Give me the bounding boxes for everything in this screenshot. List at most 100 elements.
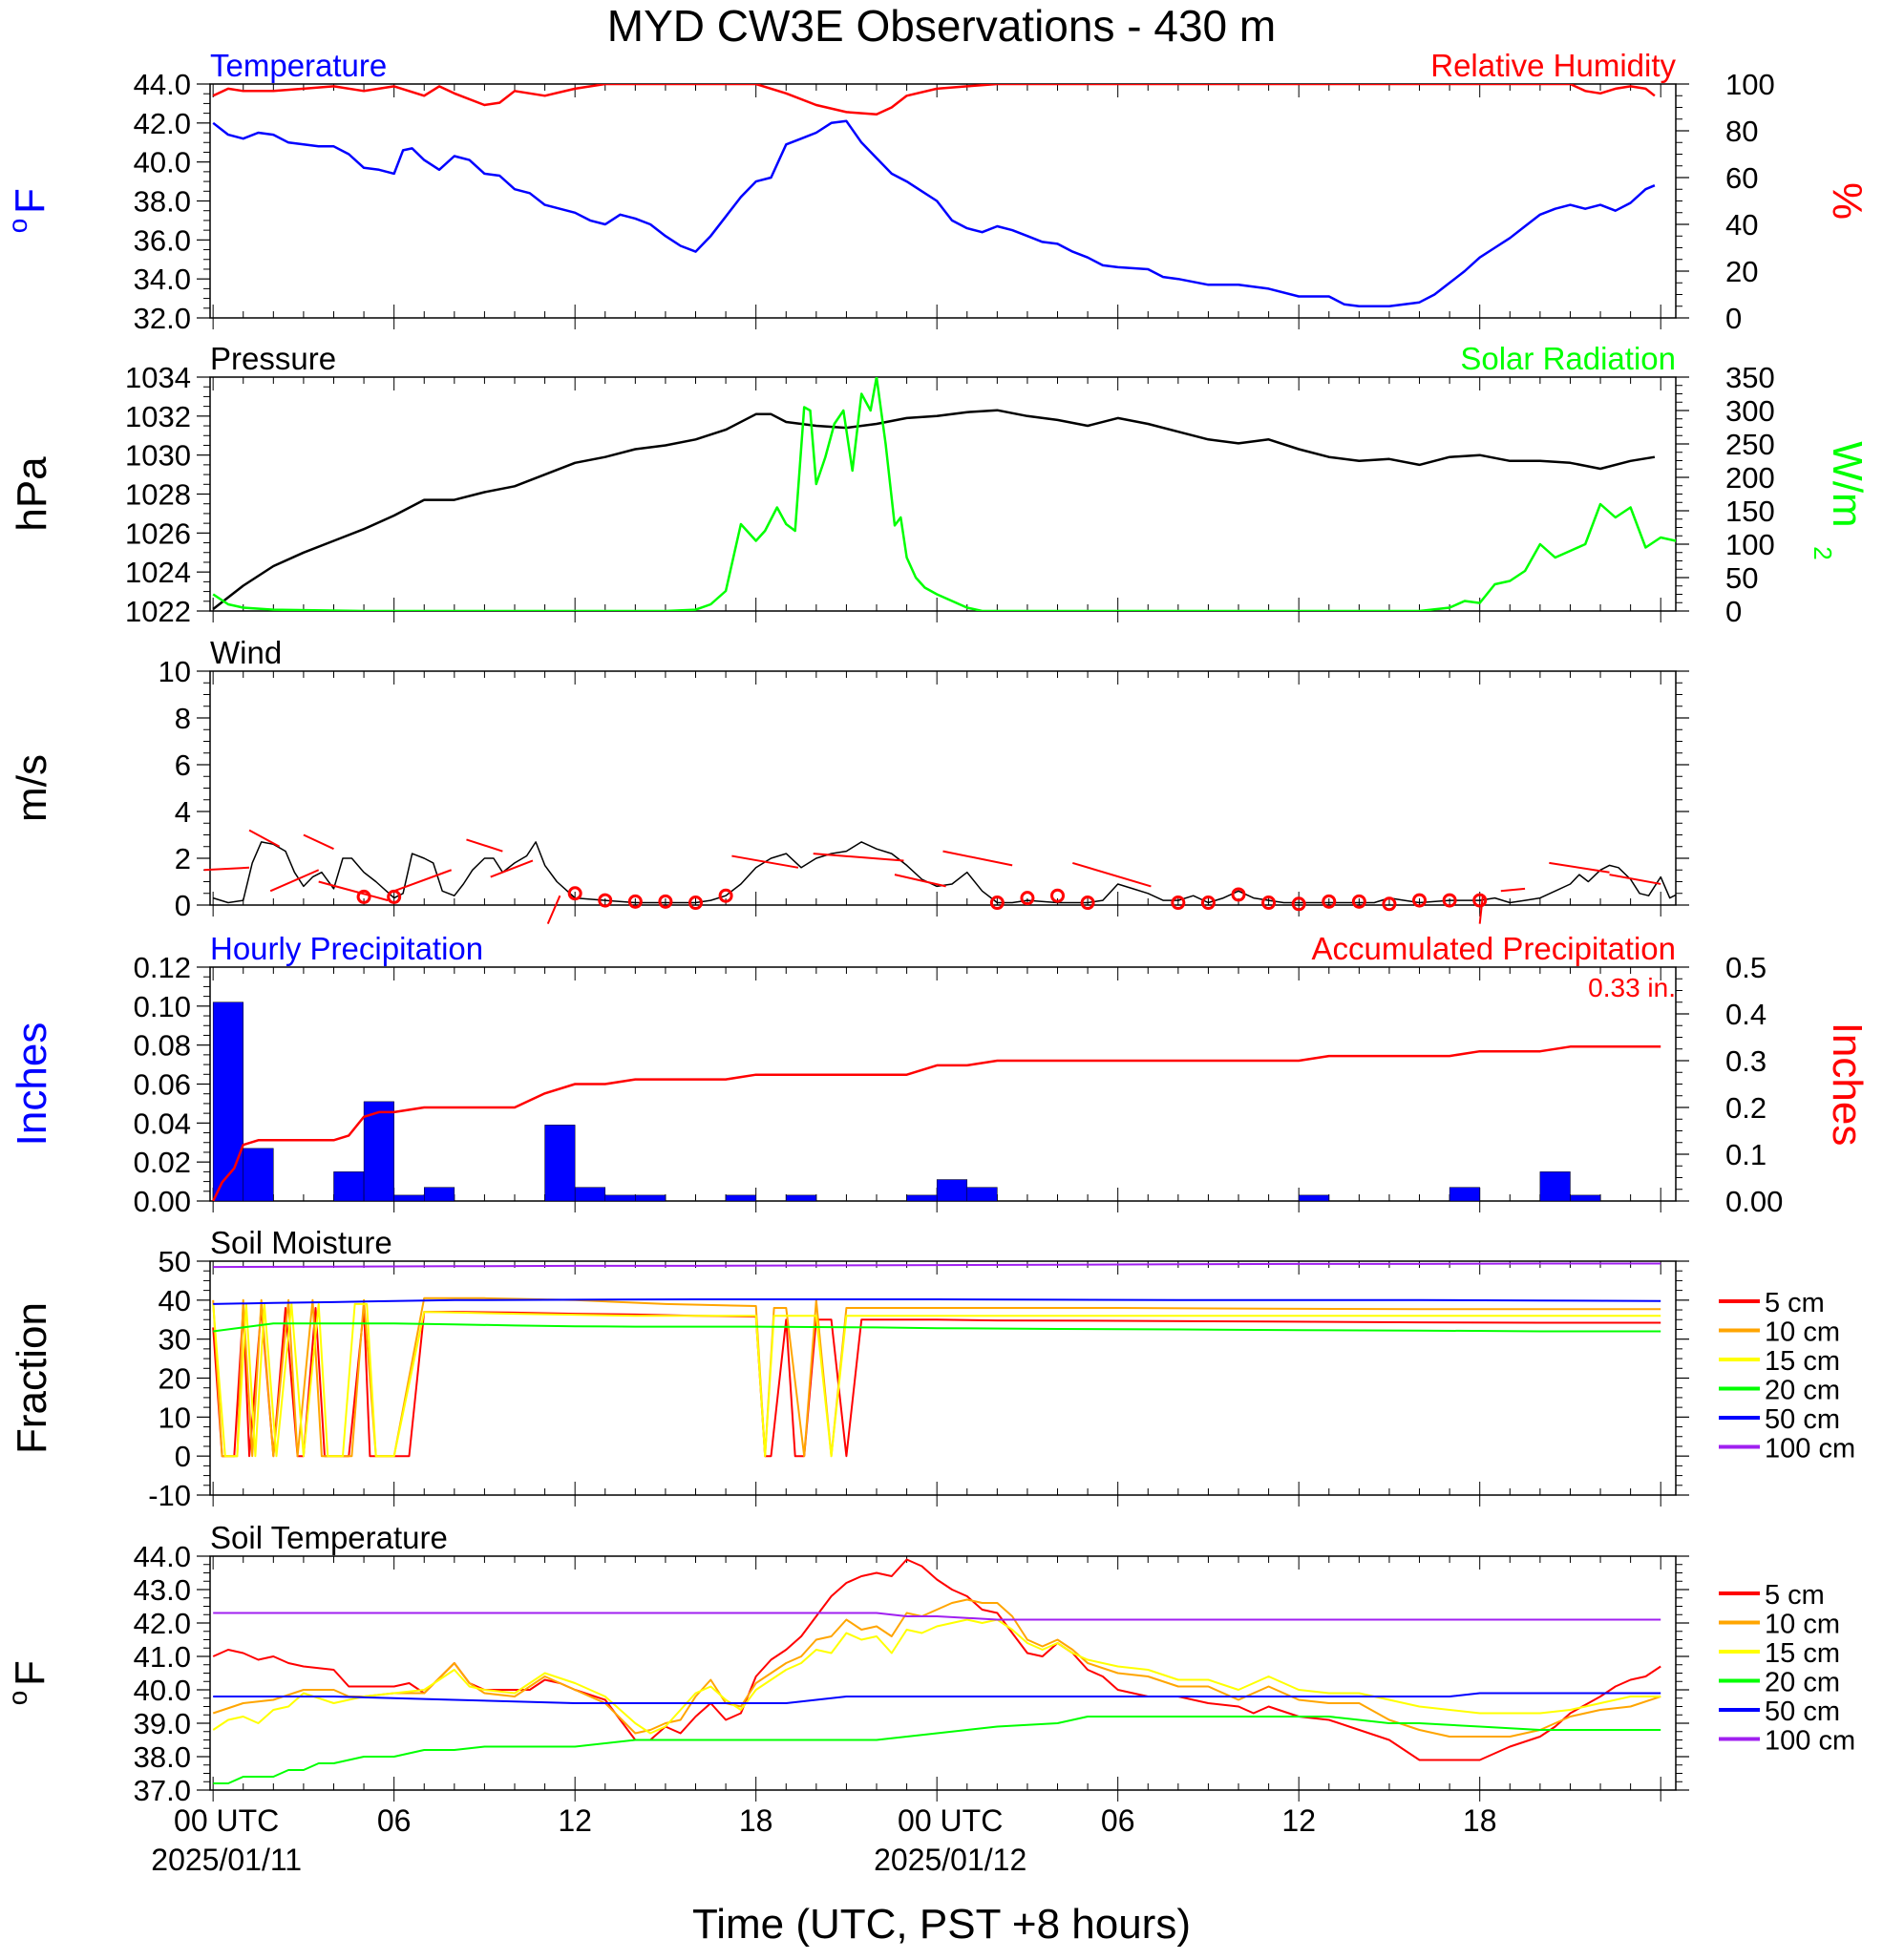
panel-label-right: Solar Radiation	[1460, 341, 1676, 376]
series-line-10-cm	[212, 1598, 1661, 1738]
y-tick-label: 2	[175, 842, 191, 875]
y-right-tick-label: 200	[1725, 461, 1775, 495]
calm-wind-marker	[1200, 896, 1216, 911]
y-tick-label: 34.0	[134, 263, 191, 296]
wind-barb	[466, 838, 503, 853]
y-tick-label: 0.10	[134, 990, 191, 1023]
y-axis-units-left: Fraction	[9, 1302, 55, 1454]
y-tick-label: 1034	[125, 361, 191, 394]
legend-label: 100 cm	[1765, 1726, 1855, 1757]
y-tick-label: 44.0	[134, 1540, 191, 1573]
calm-wind-marker	[1050, 888, 1066, 903]
series-line-20-cm	[213, 1716, 1661, 1784]
wind-barb	[546, 895, 561, 924]
x-tick-label: 18	[739, 1803, 773, 1838]
wind-barb	[813, 853, 904, 862]
y-tick-label: 10	[159, 1401, 191, 1434]
panel-label-left: Hourly Precipitation	[210, 931, 483, 966]
y-axis-units-left: Inches	[9, 1022, 55, 1147]
precip-bar	[243, 1148, 274, 1202]
precip-bar	[1298, 1194, 1330, 1202]
legend-label: 5 cm	[1765, 1288, 1825, 1318]
y-tick-label: 40	[159, 1284, 191, 1317]
wind-barb	[1609, 874, 1661, 885]
y-tick-label: 0.12	[134, 951, 191, 984]
y-right-tick-label: 60	[1725, 161, 1758, 195]
y-tick-label: 39.0	[134, 1707, 191, 1740]
precip-bar	[544, 1125, 576, 1202]
y-right-tick-label: 350	[1725, 361, 1775, 394]
y-tick-label: 10	[159, 655, 191, 688]
accum-precip-line	[212, 1045, 1661, 1201]
x-tick-date: 2025/01/12	[874, 1843, 1026, 1877]
wind-barb	[942, 850, 1013, 867]
x-tick-label: 06	[1101, 1803, 1135, 1838]
panel-label-left: Pressure	[210, 341, 336, 376]
wind-barb	[269, 869, 320, 893]
precip-bar	[1570, 1194, 1601, 1202]
wind-barb	[1478, 896, 1484, 924]
y-tick-label: 8	[175, 702, 191, 735]
panel-label-right: Relative Humidity	[1430, 48, 1676, 83]
y-tick-label: 0.00	[134, 1185, 191, 1218]
y-right-tick-label: 0.4	[1725, 998, 1767, 1031]
y-right-tick-label: 0.2	[1725, 1091, 1767, 1125]
y-tick-label: 50	[159, 1245, 191, 1278]
y-right-tick-label: 0	[1725, 595, 1742, 628]
series-line-100-cm	[213, 1612, 1661, 1621]
y-right-tick-label: 0.3	[1725, 1044, 1767, 1078]
y-tick-label: -10	[148, 1479, 191, 1512]
y-right-tick-label: 80	[1725, 115, 1758, 148]
calm-wind-marker	[627, 894, 643, 909]
y-right-tick-label: 40	[1725, 208, 1758, 242]
wind-barb	[1072, 861, 1152, 888]
series-line-15-cm	[212, 1302, 1661, 1458]
y-tick-label: 1030	[125, 439, 191, 473]
y-tick-label: 1028	[125, 478, 191, 512]
calm-wind-marker	[718, 888, 733, 903]
wind-barb	[318, 880, 389, 902]
y-axis-units-right: W/m	[1824, 441, 1871, 527]
y-right-tick-label: 0.1	[1725, 1138, 1767, 1171]
y-right-tick-label: 0	[1725, 302, 1742, 335]
wind-barb	[393, 869, 453, 893]
series-line-50-cm	[213, 1298, 1661, 1305]
y-tick-label: 41.0	[134, 1640, 191, 1674]
y-tick-label: 1022	[125, 595, 191, 628]
series-line-100-cm	[213, 1262, 1661, 1269]
y-tick-label: 20	[159, 1362, 191, 1396]
legend-label: 15 cm	[1765, 1638, 1840, 1669]
calm-wind-marker	[387, 889, 402, 904]
precip-bar	[363, 1101, 394, 1202]
y-right-tick-label: 150	[1725, 495, 1775, 528]
y-tick-label: 42.0	[134, 107, 191, 140]
calm-wind-marker	[1020, 891, 1035, 906]
y-axis-units-left: hPa	[9, 456, 55, 532]
x-tick-label: 18	[1463, 1803, 1497, 1838]
y-tick-label: 37.0	[134, 1774, 191, 1807]
calm-wind-marker	[1442, 893, 1457, 908]
calm-wind-marker	[567, 886, 582, 901]
y-right-tick-label: 100	[1725, 528, 1775, 561]
y-axis-units-left: F	[7, 1660, 53, 1686]
calm-wind-marker	[1412, 893, 1428, 908]
series-line-50-cm	[213, 1692, 1661, 1704]
legend-label: 10 cm	[1765, 1610, 1840, 1640]
y-right-tick-label: 20	[1725, 255, 1758, 288]
y-right-tick-label: 50	[1725, 561, 1758, 595]
y-tick-label: 4	[175, 795, 191, 829]
panel-frame	[209, 83, 1677, 319]
y-right-tick-label: 100	[1725, 68, 1775, 101]
x-tick-date: 2025/01/11	[151, 1843, 302, 1877]
panel-label-left: Wind	[210, 635, 282, 670]
y-tick-label: 38.0	[134, 1740, 191, 1774]
y-tick-label: 0	[175, 889, 191, 922]
y-axis-units-right: %	[1824, 182, 1871, 220]
calm-wind-marker	[1080, 896, 1095, 911]
calm-wind-marker	[1382, 896, 1397, 912]
legend-label: 50 cm	[1765, 1697, 1840, 1727]
calm-wind-marker	[1351, 894, 1366, 909]
wind-barb	[1549, 861, 1610, 874]
calm-wind-marker	[356, 889, 371, 904]
